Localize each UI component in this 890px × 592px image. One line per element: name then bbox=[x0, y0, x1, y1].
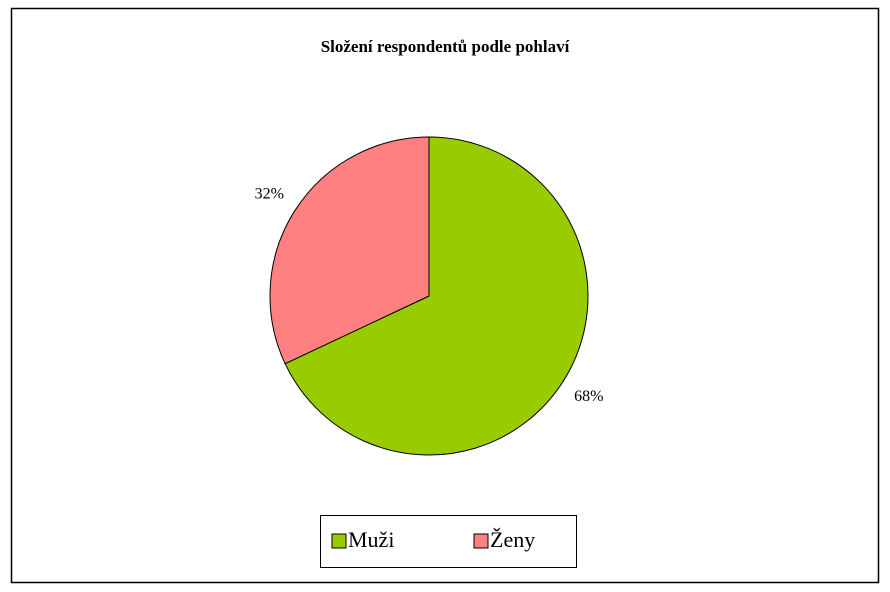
data-label: 68% bbox=[574, 388, 603, 405]
chart-title: Složení respondentů podle pohlaví bbox=[321, 37, 570, 56]
legend-box bbox=[320, 515, 577, 568]
legend-label: Muži bbox=[348, 527, 394, 552]
legend-label: Ženy bbox=[490, 527, 535, 552]
legend-swatch bbox=[331, 533, 347, 549]
data-label: 32% bbox=[255, 185, 284, 202]
legend-swatch bbox=[473, 533, 489, 549]
pie-slice bbox=[284, 136, 589, 456]
pie-slice bbox=[269, 136, 430, 365]
